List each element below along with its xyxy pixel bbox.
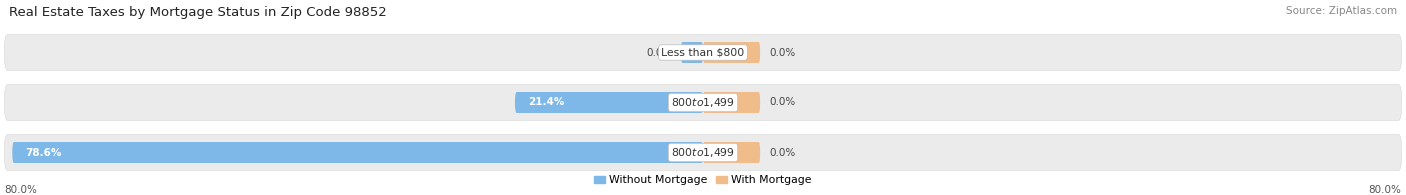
- FancyBboxPatch shape: [703, 142, 761, 163]
- Text: Real Estate Taxes by Mortgage Status in Zip Code 98852: Real Estate Taxes by Mortgage Status in …: [8, 6, 387, 20]
- Legend: Without Mortgage, With Mortgage: Without Mortgage, With Mortgage: [589, 171, 817, 190]
- Text: 0.0%: 0.0%: [645, 48, 672, 58]
- Text: $800 to $1,499: $800 to $1,499: [671, 96, 735, 109]
- Text: 78.6%: 78.6%: [25, 147, 62, 158]
- FancyBboxPatch shape: [4, 84, 1402, 121]
- Text: 0.0%: 0.0%: [769, 98, 796, 107]
- FancyBboxPatch shape: [4, 135, 1402, 170]
- FancyBboxPatch shape: [4, 35, 1402, 71]
- FancyBboxPatch shape: [681, 42, 703, 63]
- FancyBboxPatch shape: [703, 92, 761, 113]
- Text: Source: ZipAtlas.com: Source: ZipAtlas.com: [1286, 6, 1398, 17]
- Text: $800 to $1,499: $800 to $1,499: [671, 146, 735, 159]
- Text: 0.0%: 0.0%: [769, 48, 796, 58]
- Text: 0.0%: 0.0%: [769, 147, 796, 158]
- Text: 80.0%: 80.0%: [1368, 185, 1402, 195]
- FancyBboxPatch shape: [515, 92, 703, 113]
- FancyBboxPatch shape: [703, 42, 761, 63]
- Text: 21.4%: 21.4%: [529, 98, 564, 107]
- Text: Less than $800: Less than $800: [661, 48, 745, 58]
- Text: 80.0%: 80.0%: [4, 185, 38, 195]
- FancyBboxPatch shape: [13, 142, 703, 163]
